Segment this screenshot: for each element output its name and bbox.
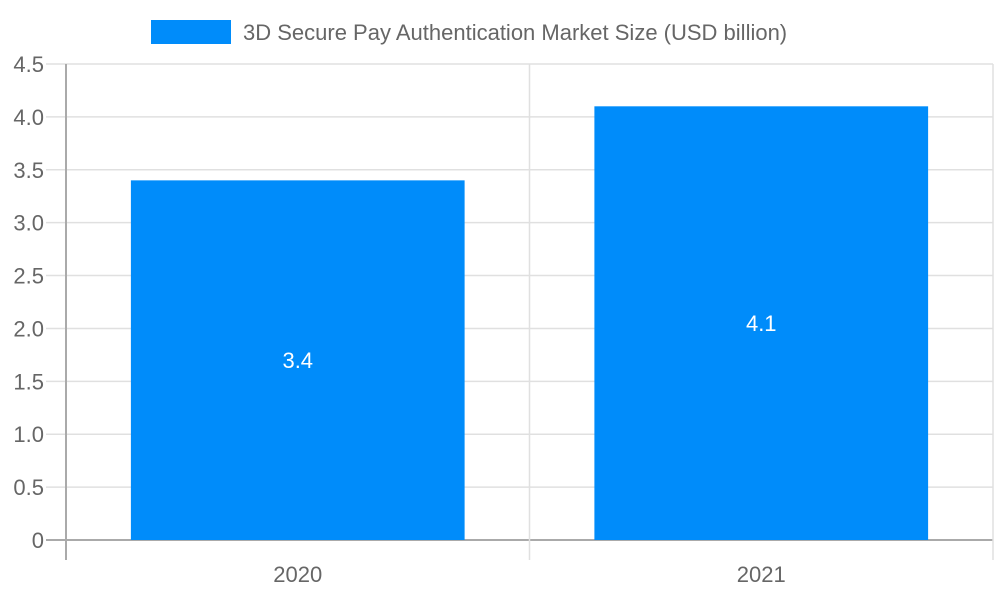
y-tick-label: 2.5 <box>13 264 44 289</box>
labels: 0 0.5 1.0 1.5 2.0 2.5 3.0 3.5 4.0 4.5 3.4 2020 4.1 20… <box>13 52 785 587</box>
legend-label: 3D Secure Pay Authentication Market Size… <box>243 20 787 45</box>
data-label: 4.1 <box>746 311 777 336</box>
bar-2020 <box>130 180 465 540</box>
y-tick-label: 1.5 <box>13 369 44 394</box>
legend-swatch <box>151 20 231 44</box>
legend[interactable]: 3D Secure Pay Authentication Market Size… <box>151 20 787 45</box>
y-tick-label: 0.5 <box>13 475 44 500</box>
x-tick-label: 2020 <box>273 562 322 587</box>
x-tick-label: 2021 <box>737 562 786 587</box>
bar-2021 <box>594 106 929 541</box>
y-tick-label: 3.5 <box>13 158 44 183</box>
y-tick-label: 0 <box>32 528 44 553</box>
data-label: 3.4 <box>282 348 313 373</box>
y-tick-label: 4.5 <box>13 52 44 77</box>
y-tick-label: 1.0 <box>13 422 44 447</box>
y-tick-label: 2.0 <box>13 316 44 341</box>
bars <box>130 106 929 541</box>
y-tick-label: 4.0 <box>13 105 44 130</box>
y-tick-label: 3.0 <box>13 211 44 236</box>
